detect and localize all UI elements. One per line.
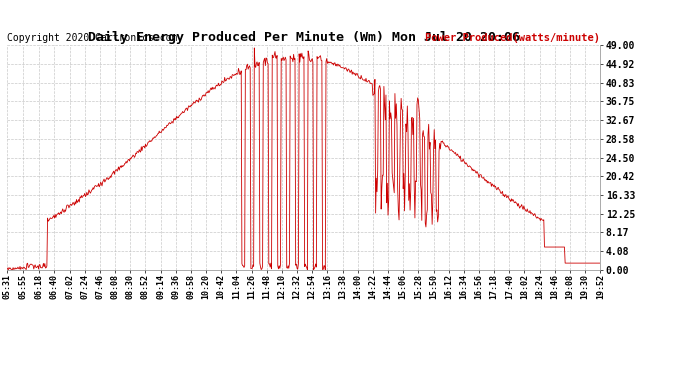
Text: Copyright 2020 Cartronics.com: Copyright 2020 Cartronics.com [7, 33, 177, 43]
Text: Power Produced(watts/minute): Power Produced(watts/minute) [425, 33, 600, 43]
Title: Daily Energy Produced Per Minute (Wm) Mon Jul 20 20:06: Daily Energy Produced Per Minute (Wm) Mo… [88, 31, 520, 44]
